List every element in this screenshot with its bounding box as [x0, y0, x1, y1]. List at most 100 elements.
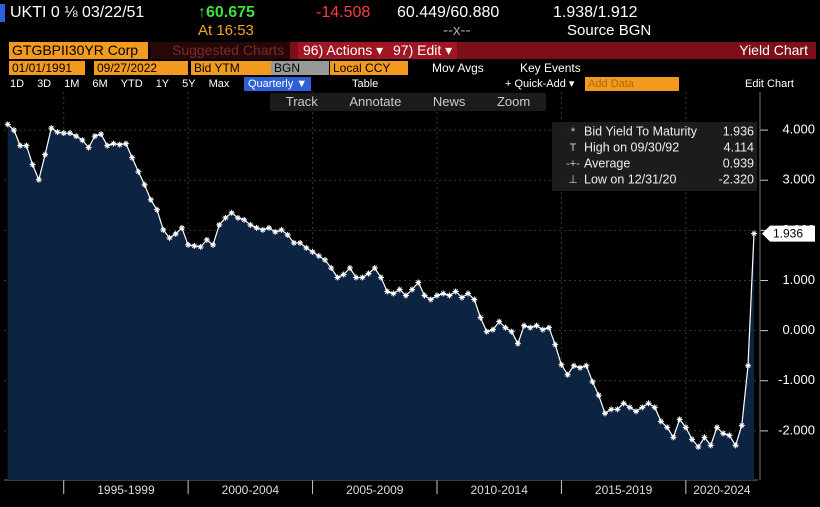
marker — [384, 288, 391, 295]
actions[interactable]: 96) Actions ▾ — [298, 42, 389, 59]
mov-avgs[interactable]: Mov Avgs — [432, 61, 484, 75]
period-button[interactable]: 1M — [64, 78, 80, 90]
security[interactable]: GTGBPII30YR Corp — [9, 42, 148, 59]
last-value-pointer — [762, 225, 815, 242]
period-button[interactable]: YTD — [120, 78, 143, 90]
legend-label: Average — [584, 156, 630, 170]
marker — [191, 242, 198, 249]
marker — [60, 130, 67, 137]
marker — [154, 206, 161, 213]
marker — [533, 322, 540, 329]
y-tick-label: -2.000 — [778, 422, 815, 437]
marker — [110, 140, 117, 147]
marker — [409, 286, 416, 293]
ticker: UKTI 0 ⅛ 03/22/51 — [10, 4, 145, 21]
marker — [446, 292, 453, 299]
marker — [639, 404, 646, 411]
marker — [241, 216, 248, 223]
marker — [489, 326, 496, 333]
marker — [577, 364, 584, 371]
table[interactable]: Table — [352, 78, 379, 90]
period-button[interactable]: 1Y — [155, 78, 170, 90]
marker — [365, 270, 372, 277]
marker — [42, 151, 49, 158]
legend-icon: * — [571, 126, 576, 138]
edit[interactable]: 97) Edit ▾ — [388, 42, 458, 59]
pricing-source[interactable]: BGN — [271, 61, 329, 75]
marker — [297, 239, 304, 246]
end-date[interactable]: 09/27/2022 — [94, 61, 188, 75]
marker — [98, 131, 105, 138]
y-tick-label: 0.000 — [782, 322, 815, 337]
marker — [651, 404, 658, 411]
area — [7, 124, 755, 481]
marker — [558, 361, 565, 368]
period-button[interactable]: 1D — [10, 78, 25, 90]
marker — [570, 362, 577, 369]
x-tick-label: 2005-2009 — [346, 483, 404, 497]
change: -14.508 — [316, 4, 371, 21]
marker — [552, 341, 559, 348]
marker — [303, 244, 310, 251]
marker — [508, 328, 515, 335]
marker — [738, 422, 745, 429]
tool-button[interactable]: Zoom — [496, 94, 531, 109]
marker — [135, 168, 142, 175]
marker — [726, 432, 733, 439]
marker — [10, 127, 17, 134]
period-button[interactable]: Max — [208, 78, 230, 90]
tool-button[interactable]: News — [432, 94, 466, 109]
marker — [116, 141, 123, 148]
marker — [670, 434, 677, 441]
marker — [122, 140, 129, 147]
marker — [23, 142, 30, 149]
marker — [713, 424, 720, 431]
marker — [390, 290, 397, 297]
legend-value: 0.939 — [723, 156, 754, 170]
add-data[interactable]: Add Data — [585, 77, 679, 91]
marker — [402, 292, 409, 299]
y-tick-label: 3.000 — [782, 172, 815, 187]
period-button[interactable]: 3D — [37, 78, 52, 90]
marker — [539, 326, 546, 333]
field[interactable]: Bid YTM — [191, 61, 271, 75]
period-button[interactable]: 6M — [92, 78, 108, 90]
marker — [253, 224, 260, 231]
yield-bid-ask: 1.938/1.912 — [553, 4, 638, 21]
marker — [421, 292, 428, 299]
marker — [471, 296, 478, 303]
edit-chart[interactable]: Edit Chart — [745, 78, 794, 90]
status-bar — [0, 4, 5, 22]
tool-button[interactable]: Track — [285, 94, 318, 109]
period-button[interactable]: 5Y — [182, 78, 196, 90]
time: At 16:53 — [198, 22, 254, 39]
marker — [278, 226, 285, 233]
marker — [564, 371, 571, 378]
marker — [160, 226, 167, 233]
marker — [415, 279, 422, 286]
frequency[interactable]: Quarterly ▼ — [244, 77, 312, 91]
marker — [657, 418, 664, 425]
marker — [601, 410, 608, 417]
marker — [682, 424, 689, 431]
marker — [477, 314, 484, 321]
marker — [589, 378, 596, 385]
suggested-charts[interactable]: Suggested Charts — [150, 42, 290, 59]
marker — [583, 362, 590, 369]
currency[interactable]: Local CCY — [330, 61, 408, 75]
marker — [521, 322, 528, 329]
last-value-label: 1.936 — [773, 227, 803, 241]
marker — [620, 400, 627, 407]
quick-add[interactable]: + Quick-Add ▾ — [505, 78, 575, 90]
key-events[interactable]: Key Events — [520, 61, 581, 75]
tool-button[interactable]: Annotate — [349, 94, 402, 109]
marker — [695, 443, 702, 450]
marker — [633, 408, 640, 415]
toolbar: Track Annotate News Zoom — [270, 93, 546, 111]
marker — [427, 296, 434, 303]
marker — [315, 252, 322, 259]
marker — [732, 442, 739, 449]
start-date[interactable]: 01/01/1991 — [9, 61, 85, 75]
marker — [4, 121, 11, 128]
